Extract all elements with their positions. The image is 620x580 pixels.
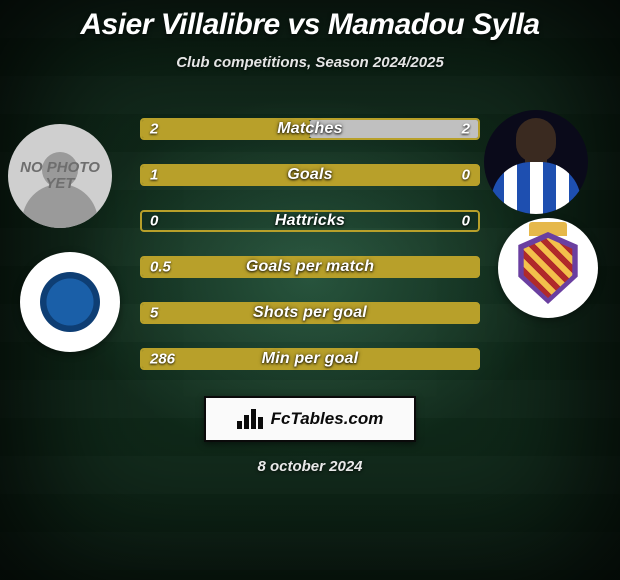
stat-label: Shots per goal — [140, 304, 480, 322]
footer-date: 8 october 2024 — [257, 458, 362, 475]
stat-row: Hattricks0 0 — [140, 210, 480, 232]
stat-row: Matches2 2 — [140, 118, 480, 140]
page-title: Asier Villalibre vs Mamadou Sylla — [0, 0, 620, 42]
stat-row: Goals1 0 — [140, 164, 480, 186]
stat-label: Matches — [140, 120, 480, 138]
stat-row: Goals per match0.5 — [140, 256, 480, 278]
stat-label: Goals per match — [140, 258, 480, 276]
stat-label: Min per goal — [140, 350, 480, 368]
comparison-card: Asier Villalibre vs Mamadou Sylla Club c… — [0, 0, 620, 580]
brand-logo-icon — [237, 409, 265, 429]
stats-list: Matches22Goals10Hattricks00Goals per mat… — [140, 118, 480, 370]
stat-label: Goals — [140, 166, 480, 184]
stat-value-right: 2 — [462, 121, 470, 138]
club-right-badge — [498, 218, 598, 318]
stat-row: Shots per goal5 — [140, 302, 480, 324]
stat-label: Hattricks — [140, 212, 480, 230]
alaves-crest-icon — [40, 272, 100, 332]
player-left-avatar: NO PHOTO YET — [8, 124, 112, 228]
stat-value-left: 0.5 — [150, 259, 171, 276]
brand-badge: FcTables.com — [204, 396, 416, 442]
stat-value-right: 0 — [462, 213, 470, 230]
stat-row: Min per goal286 — [140, 348, 480, 370]
club-left-badge — [20, 252, 120, 352]
stat-value-right: 0 — [462, 167, 470, 184]
no-photo-label: NO PHOTO YET — [8, 124, 112, 228]
stat-value-left: 286 — [150, 351, 175, 368]
page-subtitle: Club competitions, Season 2024/2025 — [0, 54, 620, 71]
stat-value-left: 1 — [150, 167, 158, 184]
stat-value-left: 2 — [150, 121, 158, 138]
valladolid-crest-icon — [515, 232, 581, 304]
brand-text: FcTables.com — [271, 409, 384, 429]
player-right-avatar — [484, 110, 588, 214]
stat-value-left: 0 — [150, 213, 158, 230]
stat-value-left: 5 — [150, 305, 158, 322]
